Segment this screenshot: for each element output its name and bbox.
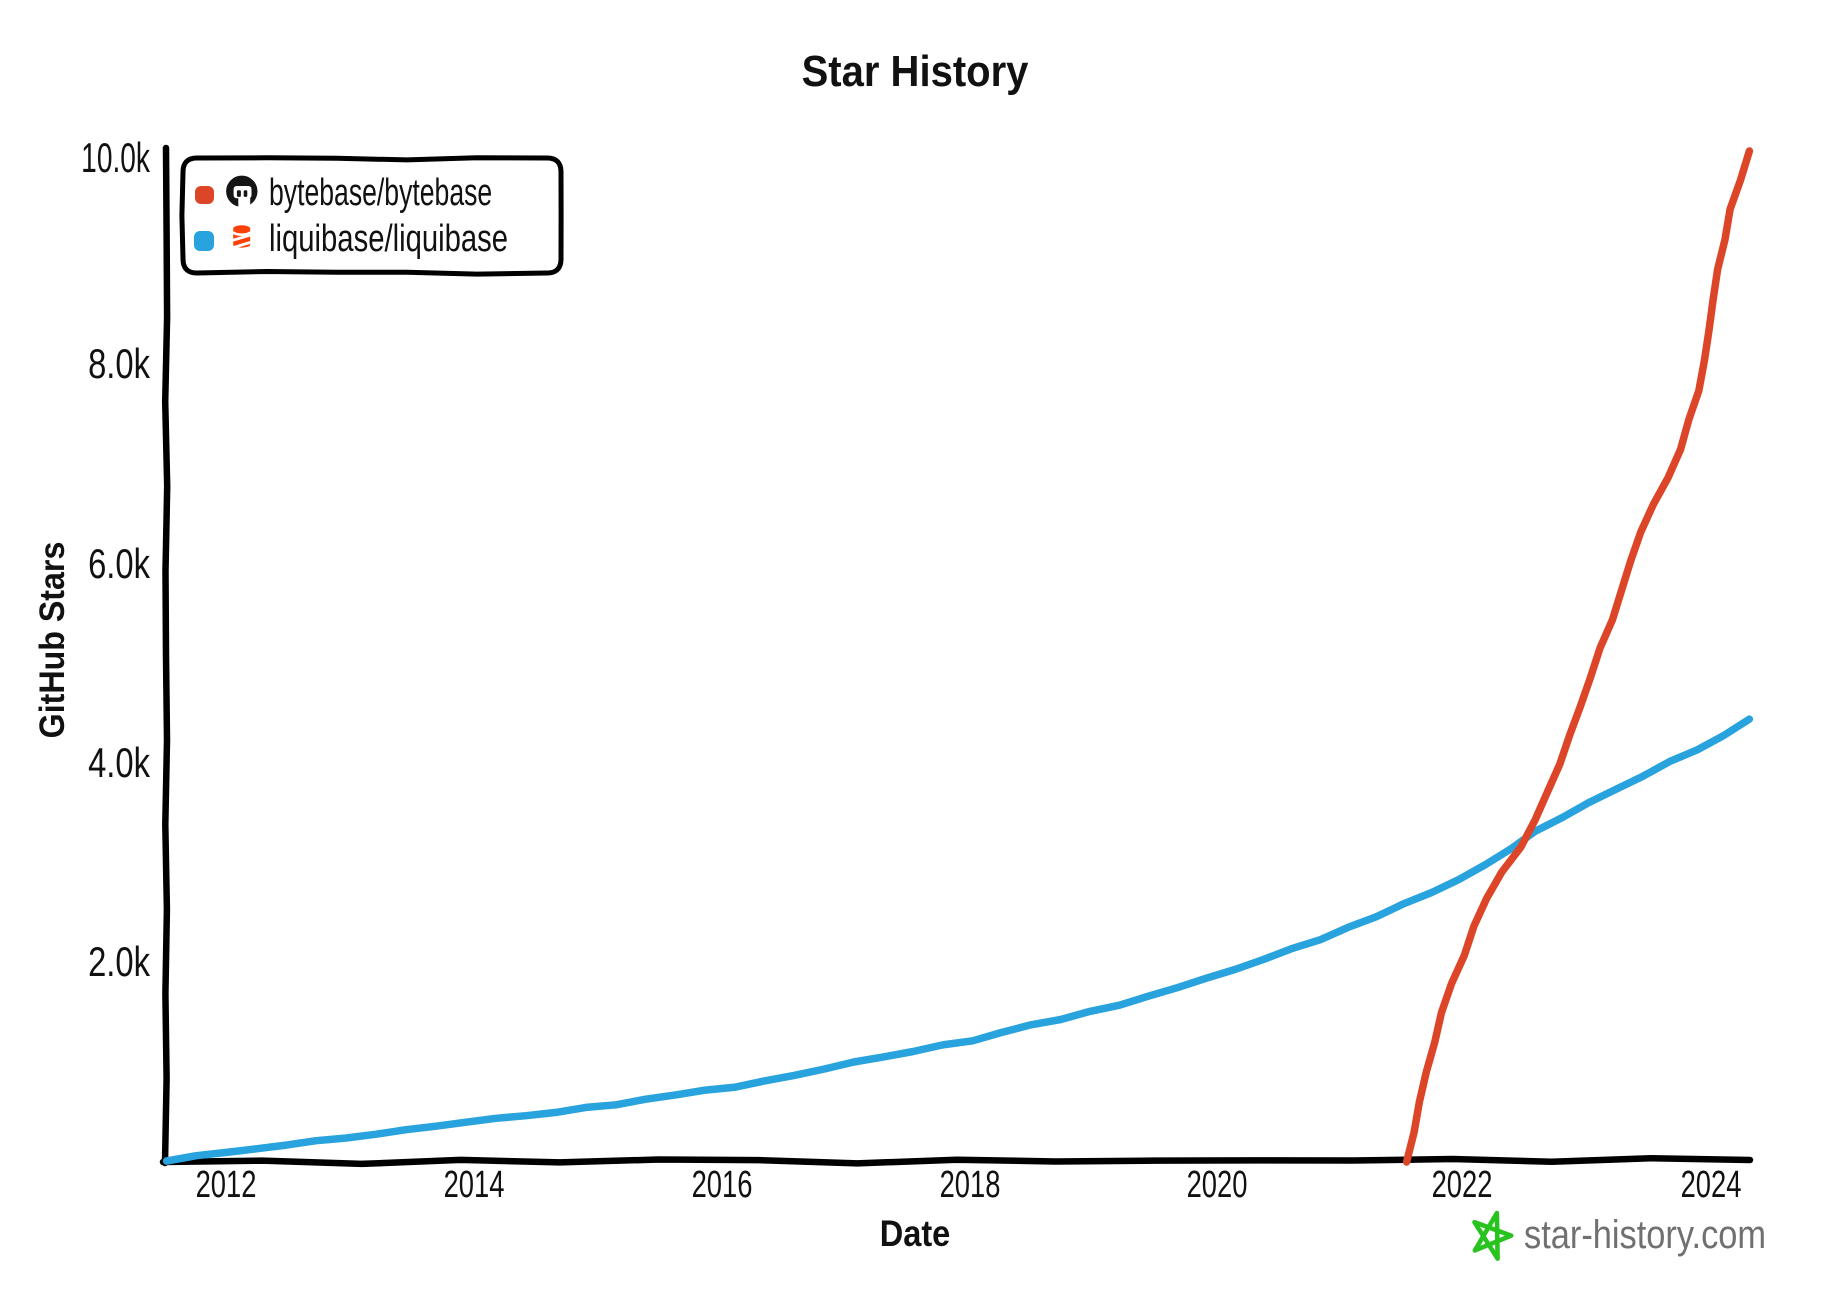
svg-text:2018: 2018 xyxy=(940,1164,1001,1206)
svg-text:2012: 2012 xyxy=(196,1164,257,1206)
svg-text:2016: 2016 xyxy=(692,1164,753,1206)
svg-text:2020: 2020 xyxy=(1187,1164,1248,1206)
svg-text:2.0k: 2.0k xyxy=(88,938,150,985)
svg-text:4.0k: 4.0k xyxy=(88,739,150,786)
svg-text:2014: 2014 xyxy=(444,1164,505,1206)
svg-text:liquibase/liquibase: liquibase/liquibase xyxy=(269,217,508,260)
svg-text:star-history.com: star-history.com xyxy=(1524,1212,1766,1257)
svg-text:GitHub Stars: GitHub Stars xyxy=(34,542,73,739)
svg-text:6.0k: 6.0k xyxy=(88,540,150,587)
svg-text:2022: 2022 xyxy=(1432,1164,1493,1206)
svg-text:10.0k: 10.0k xyxy=(81,134,150,181)
svg-text:bytebase/bytebase: bytebase/bytebase xyxy=(269,170,492,213)
svg-text:2024: 2024 xyxy=(1681,1164,1742,1206)
svg-text:Star History: Star History xyxy=(802,46,1029,95)
svg-text:8.0k: 8.0k xyxy=(88,340,150,387)
svg-text:Date: Date xyxy=(880,1213,951,1254)
